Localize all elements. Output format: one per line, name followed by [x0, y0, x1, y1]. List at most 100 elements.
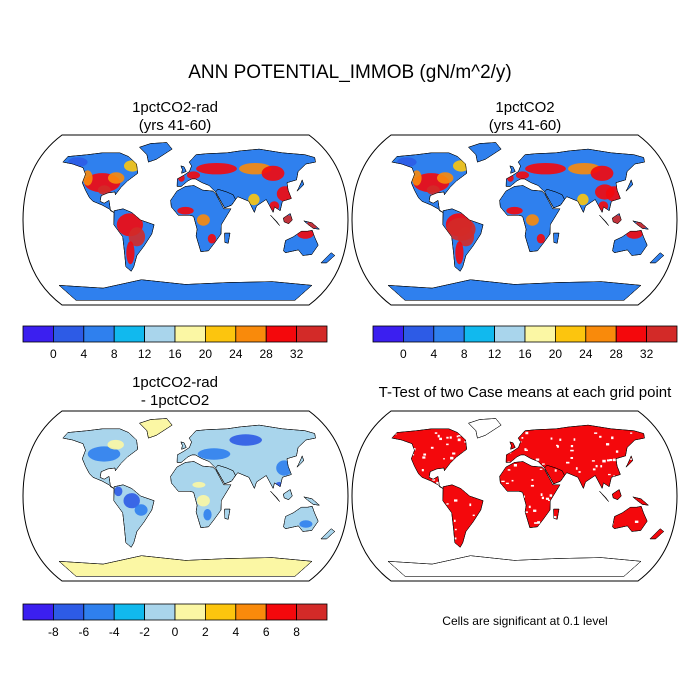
map-ttest-nonsig-cell — [505, 482, 509, 485]
map-full-coastline — [612, 230, 648, 256]
map-ttest-nonsig-cell — [573, 438, 576, 441]
colorbar-rad-swatch — [144, 325, 176, 343]
map-diff-coastline — [320, 528, 336, 540]
map-ttest-nonsig-cell — [524, 448, 527, 451]
map-full-field-patch — [455, 241, 464, 265]
map-ttest-coastline — [632, 496, 650, 506]
map-ttest-nonsig-cell — [446, 503, 449, 505]
colorbar-full-swatch — [494, 325, 526, 343]
map-ttest-nonsig-cell — [541, 496, 544, 500]
map-ttest-coastline — [544, 464, 565, 485]
map-ttest-coastline — [387, 555, 642, 577]
map-ttest-nonsig-cell — [554, 469, 557, 472]
map-ttest-nonsig-cell — [457, 438, 461, 442]
colorbar-rad-swatch — [113, 325, 145, 343]
colorbar-diff-swatch — [52, 603, 85, 621]
map-ttest-nonsig-cell — [613, 458, 616, 462]
map-ttest-nonsig-cell — [534, 522, 538, 524]
colorbar-rad-swatch — [296, 325, 328, 343]
map-full-field-patch — [577, 193, 589, 206]
colorbar-full-swatch — [433, 325, 465, 343]
colorbar-diff-swatch — [144, 603, 176, 621]
map-ttest-nonsig-cell — [630, 458, 632, 460]
colorbar-rad-tick-label: 12 — [137, 347, 152, 361]
colorbar-rad-swatch — [265, 325, 297, 343]
map-ttest-nonsig-cell — [545, 497, 550, 500]
map-ttest-nonsig-cell — [537, 521, 541, 524]
colorbar-full-swatch — [585, 325, 617, 343]
colorbar-full-tick-label: 16 — [518, 347, 532, 361]
map-rad-coastline — [170, 185, 232, 252]
panel-title-full-line2: (yrs 41-60) — [488, 117, 562, 134]
map-1pctco2 — [351, 134, 678, 306]
map-ttest-nonsig-cell — [525, 511, 528, 513]
map-ttest-nonsig-cell — [575, 467, 578, 470]
map-diff-coastline — [113, 484, 155, 548]
map-ttest-nonsig-cell — [422, 456, 426, 459]
map-ttest-coastline — [499, 461, 561, 528]
map-diff-field-patch — [196, 495, 210, 507]
map-diff-field-patch — [134, 504, 148, 516]
colorbar-diff-swatch — [296, 603, 328, 621]
panel-title-diff-line2: - 1pctCO2 — [140, 392, 210, 409]
map-full-field-patch — [626, 229, 643, 239]
colorbar-full-swatch — [554, 325, 587, 343]
map-ttest-coastline — [505, 424, 645, 490]
map-diff-field-patch — [107, 439, 124, 450]
map-ttest-frame — [351, 410, 678, 582]
map-ttest-nonsig-cell — [439, 437, 442, 441]
map-ttest-nonsig-cell — [570, 445, 574, 448]
map-ttest-nonsig-cell — [521, 437, 524, 439]
colorbar-full — [372, 325, 678, 343]
map-rad-coastline — [296, 179, 304, 192]
map-full-coastline — [632, 220, 650, 230]
map-diff-coastline — [139, 418, 173, 439]
colorbar-diff-tick-label: -4 — [108, 625, 120, 639]
map-ttest-nonsig-cell — [458, 435, 461, 437]
map-diff-field-patch — [299, 520, 313, 528]
map-ttest-nonsig-cell — [600, 465, 603, 468]
colorbar-diff-swatch — [22, 603, 54, 621]
map-ttest-nonsig-cell — [436, 481, 440, 484]
map-rad-coastline — [113, 208, 155, 272]
map-ttest-nonsig-cell — [556, 444, 559, 447]
map-ttest-nonsig-cell — [540, 493, 543, 496]
map-full-coastline — [649, 252, 665, 264]
map-full-coastline — [442, 208, 484, 272]
map-ttest-nonsig-cell — [566, 461, 570, 464]
map-full-coastline — [387, 279, 642, 301]
map-ttest-nonsig-cell — [525, 431, 529, 435]
map-rad-coastline — [270, 215, 280, 226]
colorbar-rad-tick-label: 4 — [80, 347, 88, 361]
panel-title-ttest: T-Test of two Case means at each grid po… — [355, 384, 695, 402]
colorbar-full-tick-label: 32 — [639, 347, 654, 361]
map-difference — [22, 410, 349, 582]
map-rad-coastline — [283, 230, 319, 256]
map-full-field-patch — [590, 165, 614, 181]
map-diff-coastline — [58, 555, 313, 577]
map-ttest-coastline — [391, 428, 467, 489]
colorbar-diff — [22, 603, 328, 621]
colorbar-diff-swatch — [174, 603, 206, 621]
colorbar-rad-swatch — [174, 325, 206, 343]
colorbar-full-swatch — [615, 325, 647, 343]
map-diff-field-patch — [203, 509, 212, 521]
panel-title-full: 1pctCO2 (yrs 41-60) — [425, 99, 625, 135]
map-ttest-nonsig-cell — [578, 471, 581, 473]
map-full-field-patch — [525, 214, 539, 226]
map-ttest-nonsig-cell — [539, 468, 543, 470]
map-ttest-nonsig-cell — [507, 469, 511, 471]
map-rad-coastline — [320, 252, 336, 264]
map-ttest-nonsig-cell — [443, 458, 445, 460]
colorbar-diff-tick-label: 8 — [293, 625, 300, 639]
map-rad-frame — [22, 134, 349, 306]
map-full-coastline — [468, 142, 502, 163]
map-rad-coastline — [303, 220, 321, 230]
map-ttest-coastline — [509, 441, 516, 450]
colorbar-full-labels: 0 4 8 12 16 20 24 28 32 — [372, 347, 678, 363]
map-full-field-patch — [437, 172, 454, 184]
map-ttest-nonsig-cell — [437, 434, 440, 438]
map-ttest-nonsig-cell — [456, 435, 459, 438]
map-ttest-nonsig-cell — [607, 459, 610, 462]
map-full-coastline — [509, 165, 516, 174]
